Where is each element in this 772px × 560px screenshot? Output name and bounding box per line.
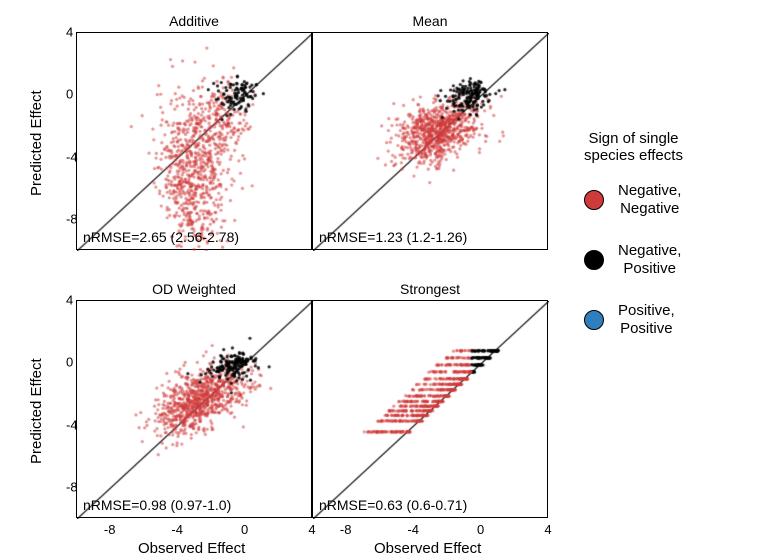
legend-label: Positive, Positive (618, 302, 675, 338)
y-axis-label: Predicted Effect (28, 90, 45, 196)
nrmse-label: nRMSE=0.63 (0.6-0.71) (319, 497, 467, 513)
xtick-label: -8 (340, 522, 352, 537)
legend-item: Positive, Positive (584, 302, 683, 338)
panel-title: OD Weighted (77, 281, 311, 297)
scatter-canvas (313, 301, 549, 519)
xtick-label: -4 (171, 522, 183, 537)
nrmse-label: nRMSE=0.98 (0.97-1.0) (83, 497, 231, 513)
x-axis-label: Observed Effect (374, 540, 481, 557)
scatter-canvas (77, 33, 313, 251)
panel-title: Additive (77, 13, 311, 29)
y-axis-label: Predicted Effect (28, 358, 45, 464)
scatter-canvas (77, 301, 313, 519)
legend-item: Negative, Negative (584, 182, 683, 218)
xtick-label: 0 (477, 522, 484, 537)
panel-mean: MeannRMSE=1.23 (1.2-1.26) (312, 32, 548, 250)
panel-title: Strongest (313, 281, 547, 297)
x-axis-label: Observed Effect (138, 540, 245, 557)
legend-title: Sign of single species effects (584, 130, 683, 164)
xtick-label: 4 (308, 522, 315, 537)
xtick-label: -4 (407, 522, 419, 537)
nrmse-label: nRMSE=1.23 (1.2-1.26) (319, 229, 467, 245)
legend-swatch-icon (584, 310, 604, 330)
legend-label: Negative, Negative (618, 182, 681, 218)
xtick-label: 4 (544, 522, 551, 537)
legend-swatch-icon (584, 250, 604, 270)
panel-odweighted: OD WeightednRMSE=0.98 (0.97-1.0) (76, 300, 312, 518)
legend-swatch-icon (584, 190, 604, 210)
scatter-grid-figure: AdditivenRMSE=2.65 (2.56-2.78)-8-404Pred… (0, 0, 772, 560)
legend: Sign of single species effects Negative, … (584, 130, 683, 362)
scatter-canvas (313, 33, 549, 251)
xtick-label: 0 (241, 522, 248, 537)
panel-title: Mean (313, 13, 547, 29)
xtick-label: -8 (104, 522, 116, 537)
panel-strongest: StrongestnRMSE=0.63 (0.6-0.71) (312, 300, 548, 518)
legend-label: Negative, Positive (618, 242, 681, 278)
panel-additive: AdditivenRMSE=2.65 (2.56-2.78) (76, 32, 312, 250)
nrmse-label: nRMSE=2.65 (2.56-2.78) (83, 229, 239, 245)
legend-item: Negative, Positive (584, 242, 683, 278)
